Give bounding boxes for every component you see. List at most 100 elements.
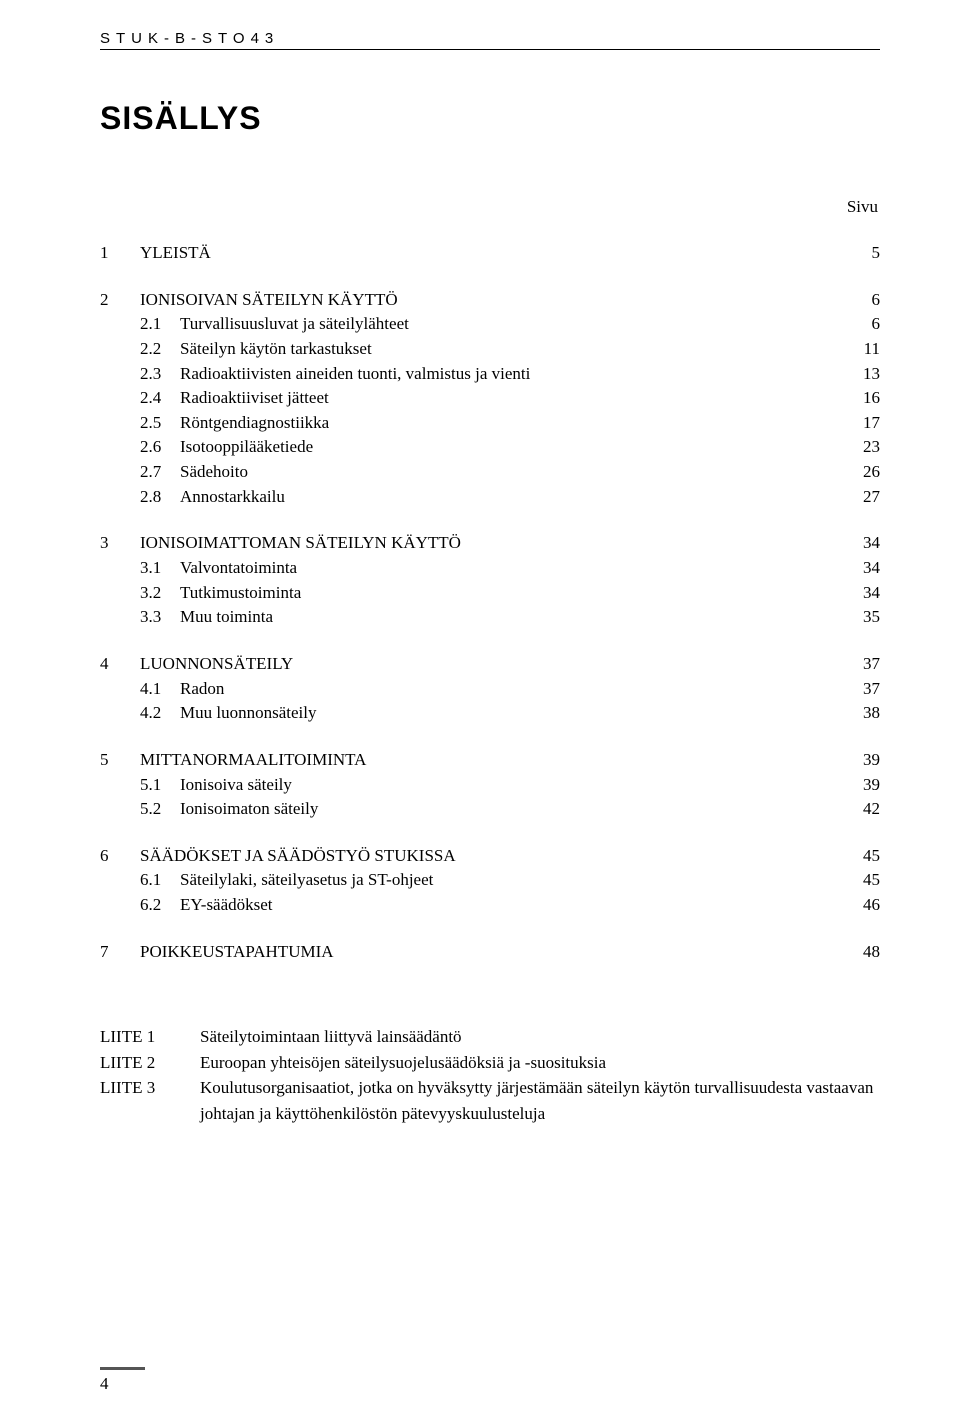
appendix-text: Euroopan yhteisöjen säteilysuojelusäädök…	[200, 1050, 880, 1076]
toc-subentry: 2.5Röntgendiagnostiikka17	[100, 411, 880, 436]
toc-subentry-number: 5.2	[140, 797, 180, 822]
toc-entry-page: 5	[840, 241, 880, 266]
toc-subentry-page: 46	[840, 893, 880, 918]
appendix-entry: LIITE 1Säteilytoimintaan liittyvä lainsä…	[100, 1024, 880, 1050]
header-rule	[100, 49, 880, 50]
document-code: STUK-B-STO43	[100, 30, 880, 47]
page-title: SISÄLLYS	[100, 100, 880, 137]
appendix-label: LIITE 3	[100, 1075, 200, 1101]
toc-entry-page: 48	[840, 940, 880, 965]
toc-subentry-text: Ionisoiva säteily	[180, 773, 840, 798]
toc-subentry-number: 2.5	[140, 411, 180, 436]
toc-subentry-text: Sädehoito	[180, 460, 840, 485]
toc-entry: 7POIKKEUSTAPAHTUMIA48	[100, 940, 880, 965]
toc-subentry-page: 35	[840, 605, 880, 630]
toc-entry-number: 2	[100, 288, 140, 313]
toc-subentry-text: Turvallisuusluvat ja säteilylähteet	[180, 312, 840, 337]
toc-subentry-number: 2.8	[140, 485, 180, 510]
toc-subentry: 2.7Sädehoito26	[100, 460, 880, 485]
toc-entry-text: POIKKEUSTAPAHTUMIA	[140, 940, 840, 965]
toc-entry: 4LUONNONSÄTEILY37	[100, 652, 880, 677]
toc-subentry-page: 45	[840, 868, 880, 893]
toc-subentry: 2.3Radioaktiivisten aineiden tuonti, val…	[100, 362, 880, 387]
toc-subentry: 3.3Muu toiminta35	[100, 605, 880, 630]
toc-entry: 2IONISOIVAN SÄTEILYN KÄYTTÖ6	[100, 288, 880, 313]
toc-subentry-text: Radon	[180, 677, 840, 702]
toc-subentry-text: Tutkimustoiminta	[180, 581, 840, 606]
toc-subentry: 4.1Radon37	[100, 677, 880, 702]
toc-entry: 5MITTANORMAALITOIMINTA39	[100, 748, 880, 773]
toc-subentry-page: 11	[840, 337, 880, 362]
toc-subentry-number: 2.7	[140, 460, 180, 485]
toc-subentry-number: 3.3	[140, 605, 180, 630]
appendix-entry: LIITE 2Euroopan yhteisöjen säteilysuojel…	[100, 1050, 880, 1076]
toc-subentry-text: Muu luonnonsäteily	[180, 701, 840, 726]
appendix-text: Koulutusorganisaatiot, jotka on hyväksyt…	[200, 1075, 880, 1126]
toc-subentry-page: 38	[840, 701, 880, 726]
toc-subentry-text: Isotooppilääketiede	[180, 435, 840, 460]
toc-subentry-text: Radioaktiivisten aineiden tuonti, valmis…	[180, 362, 840, 387]
toc-subentry: 6.1Säteilylaki, säteilyasetus ja ST-ohje…	[100, 868, 880, 893]
table-of-contents: 1YLEISTÄ52IONISOIVAN SÄTEILYN KÄYTTÖ62.1…	[100, 241, 880, 964]
toc-entry-number: 1	[100, 241, 140, 266]
toc-entry-text: LUONNONSÄTEILY	[140, 652, 840, 677]
appendix-label: LIITE 1	[100, 1024, 200, 1050]
footer-mark	[100, 1367, 145, 1370]
toc-subentry: 5.1Ionisoiva säteily39	[100, 773, 880, 798]
toc-section: 7POIKKEUSTAPAHTUMIA48	[100, 940, 880, 965]
toc-subentry-page: 34	[840, 581, 880, 606]
toc-subentry: 2.8Annostarkkailu27	[100, 485, 880, 510]
appendix-entry: LIITE 3Koulutusorganisaatiot, jotka on h…	[100, 1075, 880, 1126]
toc-subentry-number: 4.2	[140, 701, 180, 726]
toc-entry-text: MITTANORMAALITOIMINTA	[140, 748, 840, 773]
toc-entry-page: 37	[840, 652, 880, 677]
toc-entry-page: 39	[840, 748, 880, 773]
toc-subentry-number: 2.4	[140, 386, 180, 411]
toc-subentry: 2.6Isotooppilääketiede23	[100, 435, 880, 460]
toc-section: 3IONISOIMATTOMAN SÄTEILYN KÄYTTÖ343.1Val…	[100, 531, 880, 630]
toc-entry-number: 4	[100, 652, 140, 677]
appendix-list: LIITE 1Säteilytoimintaan liittyvä lainsä…	[100, 1024, 880, 1126]
toc-subentry-number: 4.1	[140, 677, 180, 702]
toc-subentry-page: 23	[840, 435, 880, 460]
toc-subentry-page: 13	[840, 362, 880, 387]
toc-subentry-number: 3.1	[140, 556, 180, 581]
toc-section: 1YLEISTÄ5	[100, 241, 880, 266]
toc-entry-text: YLEISTÄ	[140, 241, 840, 266]
toc-subentry-page: 42	[840, 797, 880, 822]
toc-entry-text: IONISOIMATTOMAN SÄTEILYN KÄYTTÖ	[140, 531, 840, 556]
toc-subentry-page: 6	[840, 312, 880, 337]
toc-entry: 3IONISOIMATTOMAN SÄTEILYN KÄYTTÖ34	[100, 531, 880, 556]
toc-entry-text: IONISOIVAN SÄTEILYN KÄYTTÖ	[140, 288, 840, 313]
toc-subentry-text: Ionisoimaton säteily	[180, 797, 840, 822]
toc-section: 6SÄÄDÖKSET JA SÄÄDÖSTYÖ STUKISSA456.1Sät…	[100, 844, 880, 918]
toc-subentry: 2.2Säteilyn käytön tarkastukset11	[100, 337, 880, 362]
toc-subentry-number: 5.1	[140, 773, 180, 798]
toc-subentry-page: 16	[840, 386, 880, 411]
toc-subentry: 5.2Ionisoimaton säteily42	[100, 797, 880, 822]
page-number: 4	[100, 1374, 109, 1394]
toc-entry-text: SÄÄDÖKSET JA SÄÄDÖSTYÖ STUKISSA	[140, 844, 840, 869]
appendix-text: Säteilytoimintaan liittyvä lainsäädäntö	[200, 1024, 880, 1050]
toc-subentry-number: 2.6	[140, 435, 180, 460]
toc-subentry-page: 34	[840, 556, 880, 581]
toc-subentry: 6.2EY-säädökset46	[100, 893, 880, 918]
toc-subentry-text: Röntgendiagnostiikka	[180, 411, 840, 436]
toc-entry-number: 7	[100, 940, 140, 965]
toc-subentry-number: 6.2	[140, 893, 180, 918]
toc-subentry-page: 39	[840, 773, 880, 798]
toc-subentry-page: 37	[840, 677, 880, 702]
toc-entry-page: 6	[840, 288, 880, 313]
toc-subentry-page: 17	[840, 411, 880, 436]
toc-subentry-text: Annostarkkailu	[180, 485, 840, 510]
page-column-label: Sivu	[100, 197, 880, 217]
toc-entry-page: 34	[840, 531, 880, 556]
toc-subentry-text: EY-säädökset	[180, 893, 840, 918]
toc-entry-number: 5	[100, 748, 140, 773]
toc-subentry: 2.4Radioaktiiviset jätteet16	[100, 386, 880, 411]
toc-section: 4LUONNONSÄTEILY374.1Radon374.2Muu luonno…	[100, 652, 880, 726]
toc-subentry-number: 2.2	[140, 337, 180, 362]
toc-subentry-number: 2.3	[140, 362, 180, 387]
toc-section: 5MITTANORMAALITOIMINTA395.1Ionisoiva sät…	[100, 748, 880, 822]
toc-subentry-text: Muu toiminta	[180, 605, 840, 630]
